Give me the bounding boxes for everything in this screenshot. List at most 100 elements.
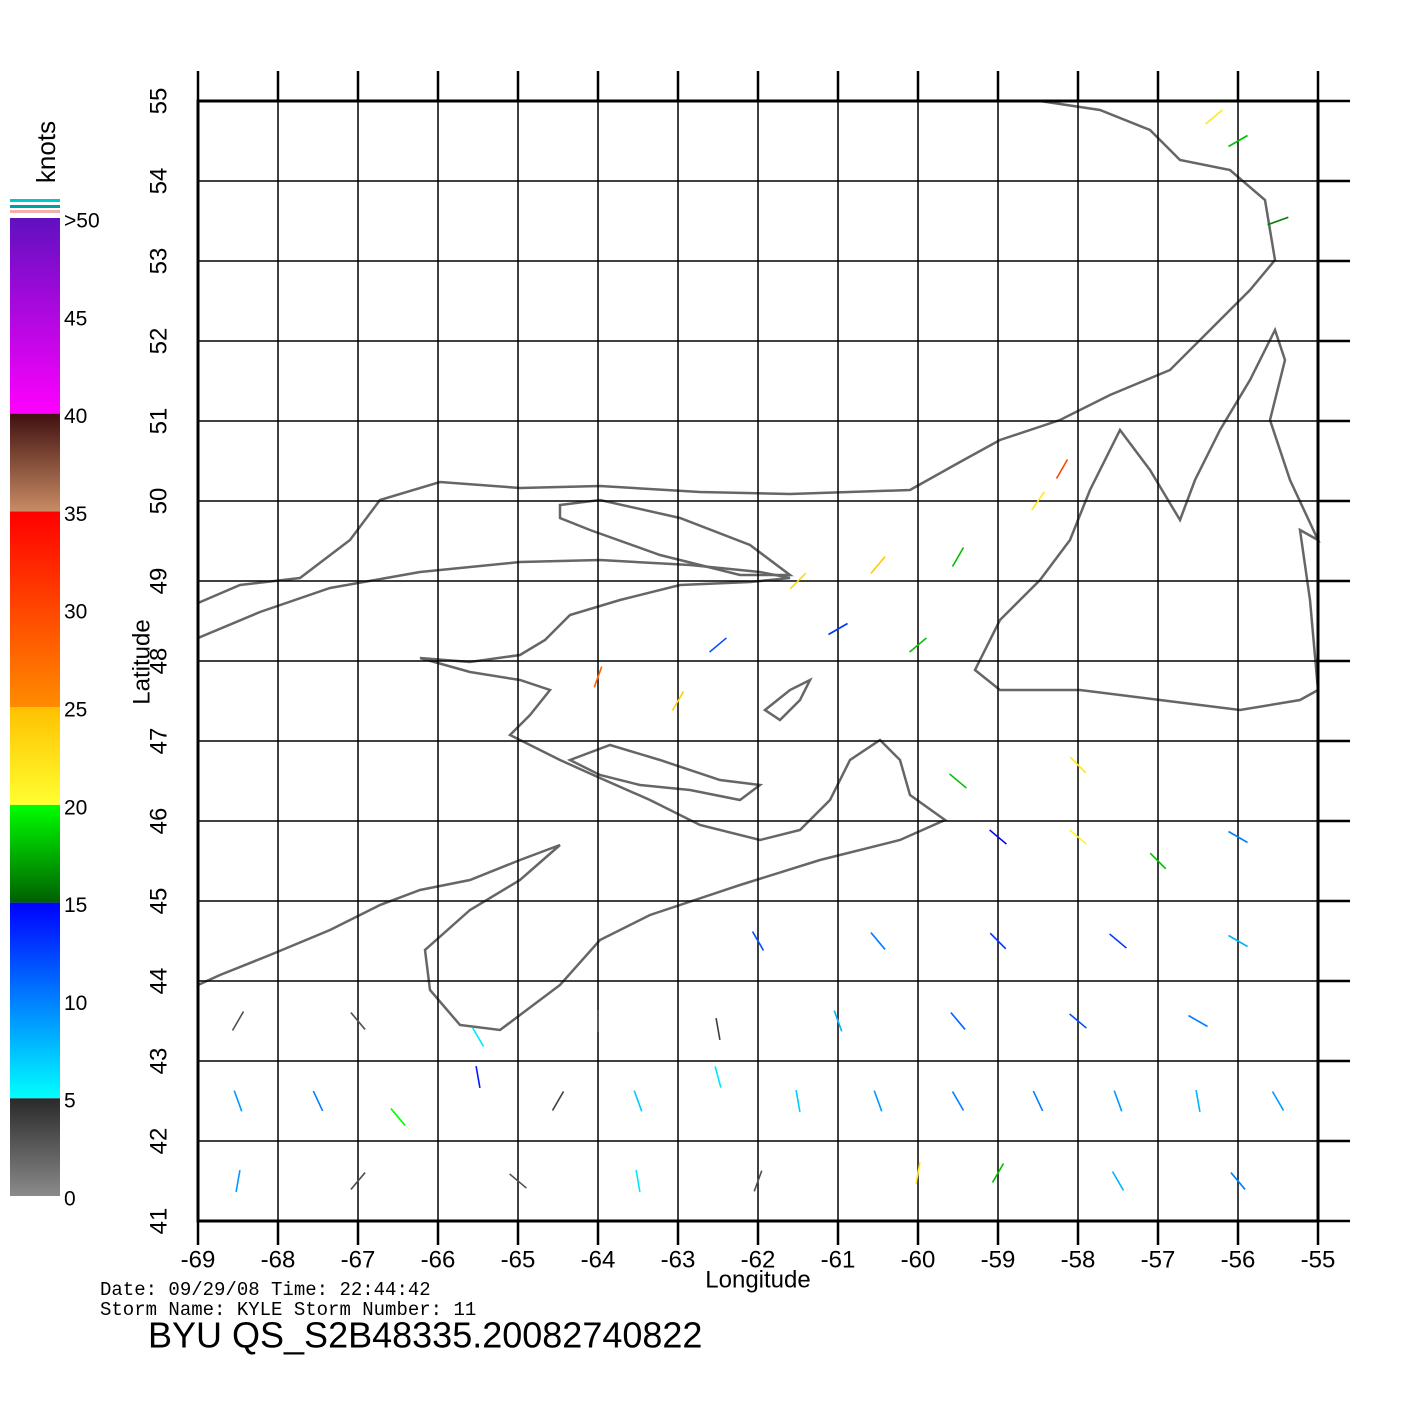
colorbar-top-stripes (10, 199, 60, 213)
wind-vector (1032, 1090, 1044, 1112)
colorbar-tick-label: 30 (64, 601, 87, 624)
wind-vector (1113, 1090, 1123, 1112)
wind-vector (231, 1011, 245, 1031)
wind-vector (593, 666, 603, 688)
x-tick-label: -57 (1141, 1246, 1176, 1273)
wind-vector (833, 1010, 843, 1032)
colorbar-segment (10, 902, 60, 1099)
labels: Longitude Latitude knots Date: 09/29/08 … (31, 121, 811, 1356)
colorbar-tick-label: 45 (64, 307, 87, 330)
wind-vectors (231, 109, 1289, 1192)
grid: -69 -68 -67 -66 -65 -64 -63 -62 -61 -60 -59 -58 -57 -… (145, 71, 1350, 1273)
wind-vector (1188, 1014, 1208, 1028)
colorbar-segment (10, 218, 60, 414)
colorbar: 0 5 10 15 20 25 30 35 40 45 >50 (10, 210, 100, 1211)
stripe (10, 205, 60, 208)
coastline-magdalen (762, 677, 813, 722)
wind-vector (795, 1090, 801, 1112)
y-tick-label: 45 (145, 888, 172, 915)
wind-vector (551, 1091, 565, 1111)
colorbar-tick-label: 5 (64, 1090, 76, 1113)
wind-vector (870, 932, 886, 950)
colorbar-segment (10, 1098, 60, 1196)
wind-vector (312, 1090, 324, 1112)
stripe (10, 199, 60, 202)
wind-vector (1230, 1172, 1246, 1190)
wind-vector (1195, 1090, 1201, 1112)
colorbar-tick-label: 15 (64, 894, 87, 917)
x-tick-label: -65 (501, 1246, 536, 1273)
x-tick-label: -69 (181, 1246, 216, 1273)
footer-product: BYU QS_S2B48335.20082740822 (148, 1315, 702, 1356)
wind-vector (1109, 933, 1127, 949)
wind-vector (471, 1027, 485, 1047)
x-tick-label: -58 (1061, 1246, 1096, 1273)
y-tick-label: 51 (145, 408, 172, 435)
x-tick-label: -68 (261, 1246, 296, 1273)
wind-vector (1205, 109, 1223, 125)
x-tick-label: -63 (661, 1246, 696, 1273)
coastline-newfoundland (973, 326, 1321, 712)
wind-vector (828, 622, 848, 636)
x-tick-label: -66 (421, 1246, 456, 1273)
footer-date: Date: 09/29/08 Time: 22:44:42 (100, 1279, 431, 1301)
x-tick-label: -64 (581, 1246, 616, 1273)
wind-vector (951, 1091, 965, 1111)
wind-vector (789, 572, 807, 590)
y-tick-label: 47 (145, 728, 172, 755)
x-axis-label: Longitude (705, 1266, 810, 1293)
x-tick-label: -67 (341, 1246, 376, 1273)
y-tick-label: 49 (145, 568, 172, 595)
wind-vector (870, 556, 886, 574)
x-tick-label: -60 (901, 1246, 936, 1273)
coastline-anticosti (558, 498, 794, 577)
wind-vector (509, 1173, 527, 1189)
colorbar-tick-label: >50 (64, 210, 100, 233)
colorbar-tick-label: 40 (64, 405, 87, 428)
wind-vector (951, 547, 965, 567)
x-tick-label: -61 (821, 1246, 856, 1273)
coastline-north-shore (197, 99, 1277, 605)
wind-vector (909, 637, 927, 653)
wind-vector (753, 1170, 763, 1192)
wind-vector (1055, 459, 1069, 479)
colorbar-segment (10, 413, 60, 512)
wind-vector (714, 1066, 722, 1088)
colorbar-segment (10, 804, 60, 903)
wind-vector (991, 1163, 1005, 1183)
y-tick-label: 55 (145, 88, 172, 115)
wind-vector (633, 1090, 643, 1112)
y-tick-label: 52 (145, 328, 172, 355)
footer-storm: Storm Name: KYLE Storm Number: 11 (100, 1299, 476, 1321)
x-tick-label: -56 (1221, 1246, 1256, 1273)
wind-vector (1228, 934, 1248, 948)
wind-vector (635, 1170, 641, 1192)
y-tick-label: 44 (145, 968, 172, 995)
coastline-new-brunswick (197, 656, 948, 1032)
wind-vector (709, 637, 727, 653)
wind-vector (1031, 491, 1045, 511)
x-tick-label: -59 (981, 1246, 1016, 1273)
y-tick-label: 53 (145, 248, 172, 275)
coastline-pei (566, 743, 764, 802)
colorbar-segment (10, 707, 60, 805)
coastline (197, 99, 1321, 1032)
wind-vector (350, 1012, 366, 1030)
wind-vector (715, 1018, 721, 1040)
wind-vector (1069, 829, 1087, 845)
wind-vector (949, 773, 967, 789)
wind-vector (989, 932, 1007, 950)
colorbar-segment (10, 511, 60, 707)
colorbar-tick-label: 0 (64, 1188, 76, 1211)
wind-vector (1069, 756, 1087, 774)
wind-vector (989, 829, 1007, 845)
stripe (10, 210, 60, 213)
wind-vector (1228, 134, 1248, 148)
wind-vector (873, 1090, 883, 1112)
wind-vector (235, 1170, 241, 1192)
plot-frame (196, 99, 1320, 1223)
wind-vector (1149, 852, 1167, 870)
wind-vector (950, 1012, 966, 1030)
